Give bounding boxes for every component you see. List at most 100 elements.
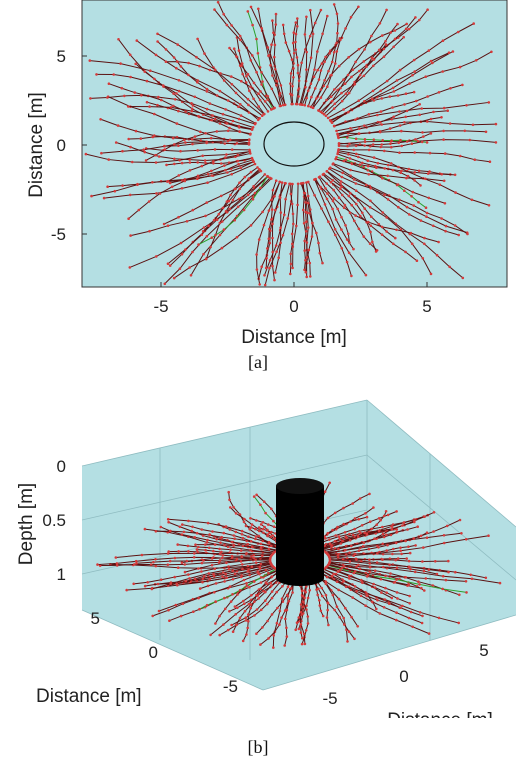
root-node [172, 56, 176, 59]
root-node [229, 193, 232, 197]
root-node [353, 219, 356, 223]
root-node [231, 198, 235, 202]
root-node [291, 84, 294, 88]
root-node [270, 596, 274, 600]
root-node [385, 591, 389, 594]
root-node [189, 274, 193, 277]
root-node [320, 207, 323, 210]
root-node [253, 162, 257, 166]
root-node [273, 106, 276, 110]
root-node [384, 40, 387, 43]
root-node [209, 136, 213, 140]
trunk-cylinder [276, 478, 324, 586]
root-node [405, 22, 409, 26]
root-branch [323, 568, 410, 604]
root-node [306, 201, 310, 205]
root-node [267, 571, 270, 575]
root-node [148, 229, 151, 233]
root-node [413, 570, 417, 574]
root-node [281, 233, 285, 237]
root-node [340, 185, 343, 188]
root-node [353, 517, 357, 520]
root-branch [312, 4, 339, 108]
root-node [114, 141, 118, 144]
root-node [199, 130, 202, 134]
root-node [335, 605, 339, 608]
root-node [272, 634, 276, 637]
root-branch [328, 532, 428, 556]
root-node [248, 573, 251, 577]
root-node [258, 117, 261, 120]
root-node [270, 530, 273, 534]
root-branch [302, 183, 311, 277]
root-node [494, 141, 498, 144]
root-node [334, 218, 338, 221]
root-node [432, 511, 436, 514]
root-node [415, 99, 418, 103]
root-node [420, 140, 424, 144]
root-node [149, 69, 152, 72]
root-node [275, 590, 279, 594]
root-node [338, 537, 342, 541]
root-node [231, 630, 235, 633]
root-node [154, 53, 158, 57]
root-node [98, 564, 102, 567]
root-node [361, 545, 365, 548]
root-node [437, 91, 441, 94]
root-node [379, 519, 382, 522]
root-node [326, 516, 330, 520]
root-node [353, 527, 356, 531]
root-node [291, 41, 295, 45]
root-node [308, 212, 311, 215]
root-node [297, 95, 300, 98]
xtick-b-0: 0 [399, 667, 408, 686]
root-node [403, 103, 406, 106]
root-node [208, 577, 212, 581]
root-node [225, 561, 228, 565]
root-node [340, 91, 343, 95]
root-branch [320, 514, 428, 550]
root-node [365, 594, 369, 598]
root-node [173, 556, 177, 560]
root-node [342, 565, 346, 568]
root-node [331, 528, 334, 532]
root-node [309, 56, 313, 59]
root-node [257, 534, 261, 538]
root-node [232, 47, 236, 50]
root-node [365, 592, 368, 595]
root-node [353, 637, 356, 641]
root-node [385, 216, 388, 219]
root-node [228, 138, 232, 142]
root-node [264, 511, 267, 515]
root-node [350, 615, 353, 619]
root-node [259, 581, 263, 584]
root-node [297, 87, 301, 90]
root-node [290, 232, 294, 236]
root-node [266, 46, 270, 49]
root-node [422, 569, 426, 573]
root-node [413, 151, 417, 154]
root-node [168, 559, 172, 563]
root-node [354, 60, 357, 64]
root-node [291, 591, 294, 594]
root-node [197, 545, 200, 549]
root-node [354, 189, 358, 192]
root-branch [335, 158, 446, 204]
root-node [332, 188, 336, 192]
root-node [411, 73, 414, 77]
root-node [379, 110, 383, 113]
root-node [286, 217, 290, 220]
root-node [205, 140, 208, 144]
root-node [333, 88, 336, 91]
root-node [418, 103, 422, 106]
plot-area-a [81, 0, 508, 288]
root-node [321, 614, 325, 618]
root-node [129, 75, 132, 79]
root-node [231, 578, 235, 581]
root-node [259, 523, 263, 526]
root-node [204, 161, 207, 165]
root-node [351, 68, 355, 72]
root-node [383, 193, 386, 197]
root-node [404, 92, 408, 95]
root-node [220, 535, 223, 539]
